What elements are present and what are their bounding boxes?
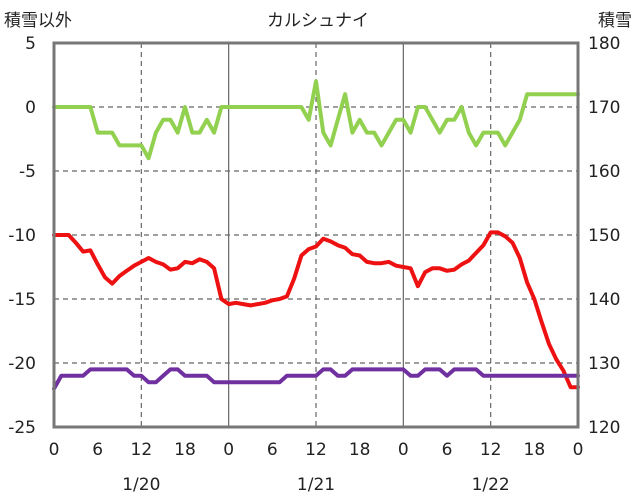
- chart-title: カルシュナイ: [267, 11, 369, 31]
- left-y-tick-label: -5: [19, 162, 36, 182]
- right-y-tick-label: 120: [588, 418, 620, 438]
- left-y-tick-label: -15: [8, 290, 36, 310]
- day-label: 1/20: [122, 475, 160, 495]
- series-line-3: [52, 367, 580, 391]
- day-label: 1/21: [297, 475, 335, 495]
- right-y-ticks: 180 170 160 150 140 130 120: [588, 34, 620, 438]
- x-tick-label: 0: [398, 440, 409, 460]
- right-y-tick-label: 180: [588, 34, 620, 54]
- x-tick-label: 6: [92, 440, 103, 460]
- left-y-tick-label: 0: [25, 98, 36, 118]
- left-y-ticks: 5 0 -5 -10 -15 -20 -25: [8, 34, 36, 438]
- x-tick-label: 18: [524, 440, 546, 460]
- x-tick-label: 6: [442, 440, 453, 460]
- left-axis-label: 積雪以外: [4, 11, 72, 31]
- day-labels: 1/20 1/21 1/22: [122, 475, 510, 495]
- series-line-1: [52, 79, 580, 161]
- right-axis-label: 積雪: [598, 11, 632, 31]
- day-label: 1/22: [472, 475, 510, 495]
- right-y-tick-label: 160: [588, 162, 620, 182]
- left-y-tick-label: -25: [8, 418, 36, 438]
- x-tick-label: 6: [267, 440, 278, 460]
- x-tick-label: 12: [305, 440, 327, 460]
- right-y-tick-label: 140: [588, 290, 620, 310]
- left-y-tick-label: -10: [8, 226, 36, 246]
- x-tick-label: 0: [49, 440, 60, 460]
- series-lines: [52, 79, 580, 391]
- x-tick-label: 0: [223, 440, 234, 460]
- x-tick-label: 12: [131, 440, 153, 460]
- right-y-tick-label: 130: [588, 354, 620, 374]
- x-ticks: 0 6 12 18 0 6 12 18 0 6 12 18 0: [49, 440, 584, 460]
- plot-frame: [52, 41, 580, 429]
- x-tick-label: 12: [480, 440, 502, 460]
- x-tick-label: 0: [573, 440, 584, 460]
- left-y-tick-label: 5: [25, 34, 36, 54]
- left-y-tick-label: -20: [8, 354, 36, 374]
- x-tick-label: 18: [349, 440, 371, 460]
- right-y-tick-label: 150: [588, 226, 620, 246]
- x-tick-label: 18: [174, 440, 196, 460]
- series-line-2: [52, 230, 580, 390]
- right-y-tick-label: 170: [588, 98, 620, 118]
